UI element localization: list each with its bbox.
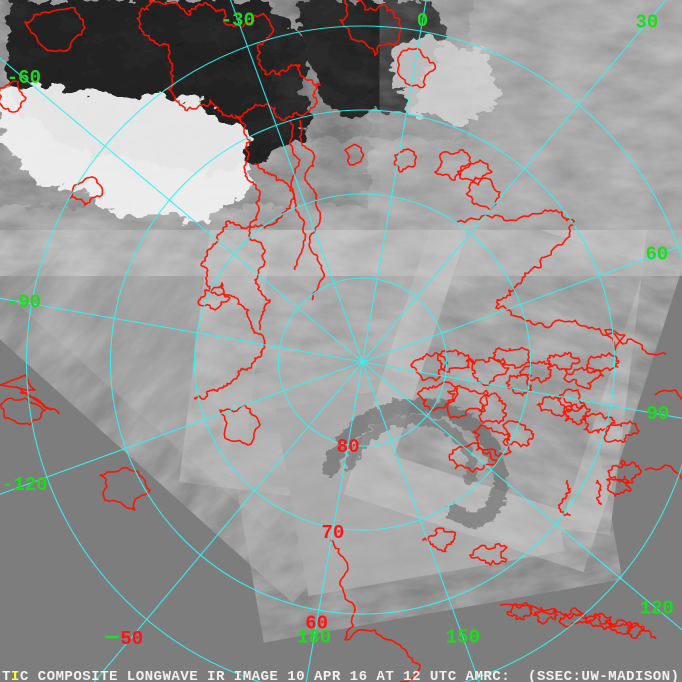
- svg-text:80: 80: [337, 436, 360, 458]
- svg-text:90: 90: [646, 403, 669, 425]
- svg-text:50: 50: [120, 628, 143, 650]
- svg-text:30: 30: [635, 12, 658, 34]
- svg-text:-60: -60: [7, 67, 41, 89]
- svg-text:120: 120: [640, 598, 674, 620]
- svg-text:150: 150: [446, 626, 480, 648]
- svg-text:60: 60: [645, 244, 668, 266]
- svg-text:TIC COMPOSITE LONGWAVE IR IMAG: TIC COMPOSITE LONGWAVE IR IMAGE 10 APR 1…: [2, 669, 679, 682]
- svg-text:-120: -120: [2, 474, 48, 496]
- svg-text:70: 70: [321, 522, 344, 544]
- svg-text:-90: -90: [7, 292, 41, 314]
- svg-text:-30: -30: [221, 9, 255, 31]
- svg-text:0: 0: [417, 10, 428, 32]
- svg-text:60: 60: [305, 613, 328, 635]
